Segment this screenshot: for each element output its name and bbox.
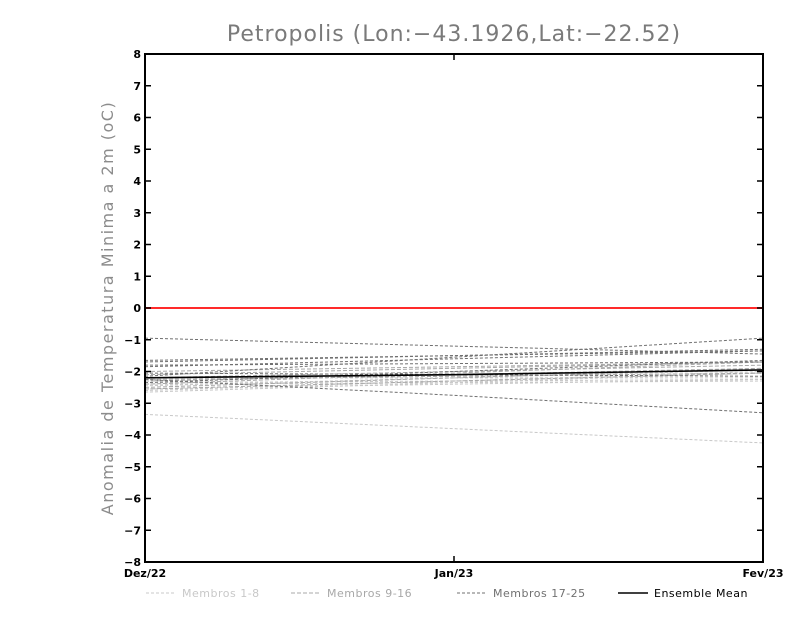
- member-line-0-3: [144, 371, 764, 392]
- member-line-1-2: [144, 361, 764, 376]
- series-layer: [144, 337, 764, 444]
- member-line-0-0: [144, 413, 764, 444]
- y-tick-label: −5: [124, 461, 141, 474]
- y-tick-label: −6: [124, 493, 141, 506]
- y-tick-label: −2: [124, 366, 141, 379]
- ensemble-mean-line-3-0: [144, 369, 764, 379]
- y-tick-label: 2: [133, 239, 141, 252]
- member-line-2-6: [144, 361, 764, 366]
- legend-label-1: Membros 9-16: [327, 587, 412, 600]
- y-tick-label: 5: [133, 143, 141, 156]
- legend: Membros 1-8 Membros 9-16 Membros 17-25 Ense…: [146, 587, 748, 600]
- y-tick-label: 1: [133, 270, 141, 283]
- member-line-0-2: [144, 378, 764, 384]
- x-tick-label: Fev/23: [742, 567, 783, 580]
- member-line-1-7: [144, 372, 764, 380]
- member-line-0-5: [144, 372, 764, 393]
- member-line-2-4: [144, 350, 764, 368]
- chart-title: Petropolis (Lon:−43.1926,Lat:−22.52): [227, 22, 681, 47]
- member-line-2-3: [144, 378, 764, 414]
- member-line-1-4: [144, 372, 764, 390]
- legend-label-3: Ensemble Mean: [654, 587, 748, 600]
- series-group-2: [144, 337, 764, 414]
- y-tick-label: −8: [124, 556, 141, 569]
- y-tick-label: 8: [133, 48, 141, 61]
- legend-label-0: Membros 1-8: [182, 587, 260, 600]
- y-tick-label: −4: [124, 429, 141, 442]
- member-line-2-2: [144, 348, 764, 363]
- y-tick-label: 4: [133, 175, 141, 188]
- x-tick-label: Dez/22: [124, 567, 166, 580]
- member-line-1-5: [144, 361, 764, 372]
- y-tick-label: 7: [133, 80, 141, 93]
- member-line-2-7: [144, 359, 764, 384]
- member-line-1-3: [144, 364, 764, 379]
- member-line-0-1: [144, 378, 764, 390]
- member-line-0-4: [144, 369, 764, 387]
- member-line-1-1: [144, 367, 764, 388]
- y-tick-label: −7: [124, 524, 141, 537]
- y-axis-label: Anomalia de Temperatura Minima a 2m (oC): [98, 101, 117, 515]
- y-tick-label: 0: [133, 302, 141, 315]
- member-line-0-6: [144, 380, 764, 385]
- series-group-3: [144, 369, 764, 379]
- x-tick-label: Jan/23: [434, 567, 474, 580]
- y-tick-label: 6: [133, 112, 141, 125]
- legend-label-2: Membros 17-25: [493, 587, 586, 600]
- y-tick-label: 3: [133, 207, 141, 220]
- series-group-0: [144, 369, 764, 444]
- member-line-2-8: [144, 372, 764, 377]
- y-tick-label: −1: [124, 334, 141, 347]
- y-tick-label: −3: [124, 397, 141, 410]
- member-line-1-6: [144, 361, 764, 385]
- member-line-2-1: [144, 350, 764, 361]
- member-line-2-5: [144, 337, 764, 377]
